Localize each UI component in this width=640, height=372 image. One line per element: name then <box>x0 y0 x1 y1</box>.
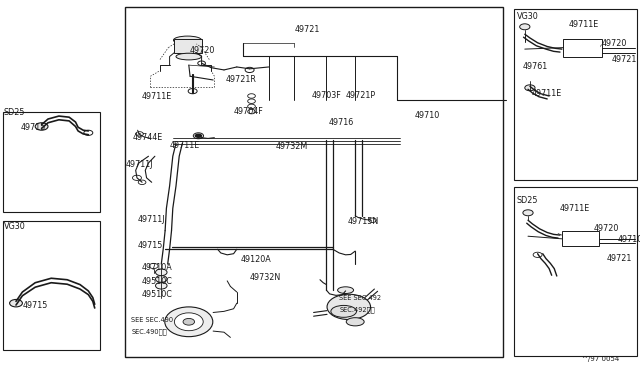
Text: 49710: 49710 <box>415 111 440 120</box>
Bar <box>514 187 637 356</box>
Ellipse shape <box>331 305 356 317</box>
Text: SEC.492参照: SEC.492参照 <box>339 306 375 313</box>
Text: SEE SEC.490: SEE SEC.490 <box>131 317 173 323</box>
Text: 49710: 49710 <box>618 235 640 244</box>
Text: 49721R: 49721R <box>225 76 256 84</box>
Circle shape <box>525 85 535 91</box>
Text: 49720: 49720 <box>190 46 216 55</box>
Circle shape <box>156 276 167 282</box>
Text: SD25: SD25 <box>4 108 26 117</box>
Ellipse shape <box>174 313 204 331</box>
Text: 49720: 49720 <box>602 39 627 48</box>
Text: 49710A: 49710A <box>142 263 173 272</box>
Ellipse shape <box>173 36 202 44</box>
Circle shape <box>523 210 533 216</box>
Text: 49711E: 49711E <box>560 204 590 213</box>
Text: 49711E: 49711E <box>142 92 172 101</box>
Circle shape <box>10 299 22 307</box>
Ellipse shape <box>327 294 371 320</box>
Bar <box>514 9 637 180</box>
Bar <box>125 7 503 357</box>
Text: 49715: 49715 <box>22 301 48 310</box>
Ellipse shape <box>176 53 202 60</box>
Text: 49703F: 49703F <box>312 92 341 100</box>
Circle shape <box>35 123 48 130</box>
Bar <box>563 39 602 57</box>
Text: 49721P: 49721P <box>346 92 376 100</box>
Text: 49711J: 49711J <box>138 215 165 224</box>
Text: 49761: 49761 <box>523 62 548 71</box>
Text: 49744E: 49744E <box>133 133 163 142</box>
Text: 49711E: 49711E <box>170 141 200 150</box>
Circle shape <box>156 269 167 276</box>
Circle shape <box>245 67 254 73</box>
Text: 49716: 49716 <box>328 118 353 127</box>
Bar <box>174 39 202 53</box>
Text: 49720: 49720 <box>594 224 620 233</box>
Circle shape <box>156 282 167 289</box>
Text: SEE SEC.492: SEE SEC.492 <box>339 295 381 301</box>
Text: SD25: SD25 <box>516 196 538 205</box>
Text: 49711E: 49711E <box>532 89 562 98</box>
Ellipse shape <box>346 318 364 326</box>
Text: 49711J: 49711J <box>125 160 153 169</box>
Text: 49120A: 49120A <box>241 255 271 264</box>
Text: 49510C: 49510C <box>142 290 173 299</box>
Ellipse shape <box>338 287 354 294</box>
Text: 49721: 49721 <box>607 254 632 263</box>
Text: SEC.490参照: SEC.490参照 <box>131 328 167 335</box>
Bar <box>3 112 100 212</box>
Text: 49732M: 49732M <box>275 142 307 151</box>
Text: 49715: 49715 <box>20 123 46 132</box>
Ellipse shape <box>183 318 195 325</box>
Ellipse shape <box>165 307 212 337</box>
Bar <box>562 231 599 246</box>
Circle shape <box>195 134 202 138</box>
Text: VG30: VG30 <box>4 222 26 231</box>
Text: ^/97 0054: ^/97 0054 <box>582 356 620 362</box>
Text: 49721: 49721 <box>294 25 320 34</box>
Circle shape <box>520 24 530 30</box>
Text: 49715: 49715 <box>138 241 163 250</box>
Text: 49715N: 49715N <box>348 217 379 226</box>
Bar <box>3 221 100 350</box>
Text: VG30: VG30 <box>516 12 538 21</box>
Text: 49711E: 49711E <box>568 20 598 29</box>
Text: 49721: 49721 <box>611 55 637 64</box>
Text: 49732N: 49732N <box>250 273 281 282</box>
Text: 49510C: 49510C <box>142 277 173 286</box>
Text: 49704F: 49704F <box>234 107 263 116</box>
